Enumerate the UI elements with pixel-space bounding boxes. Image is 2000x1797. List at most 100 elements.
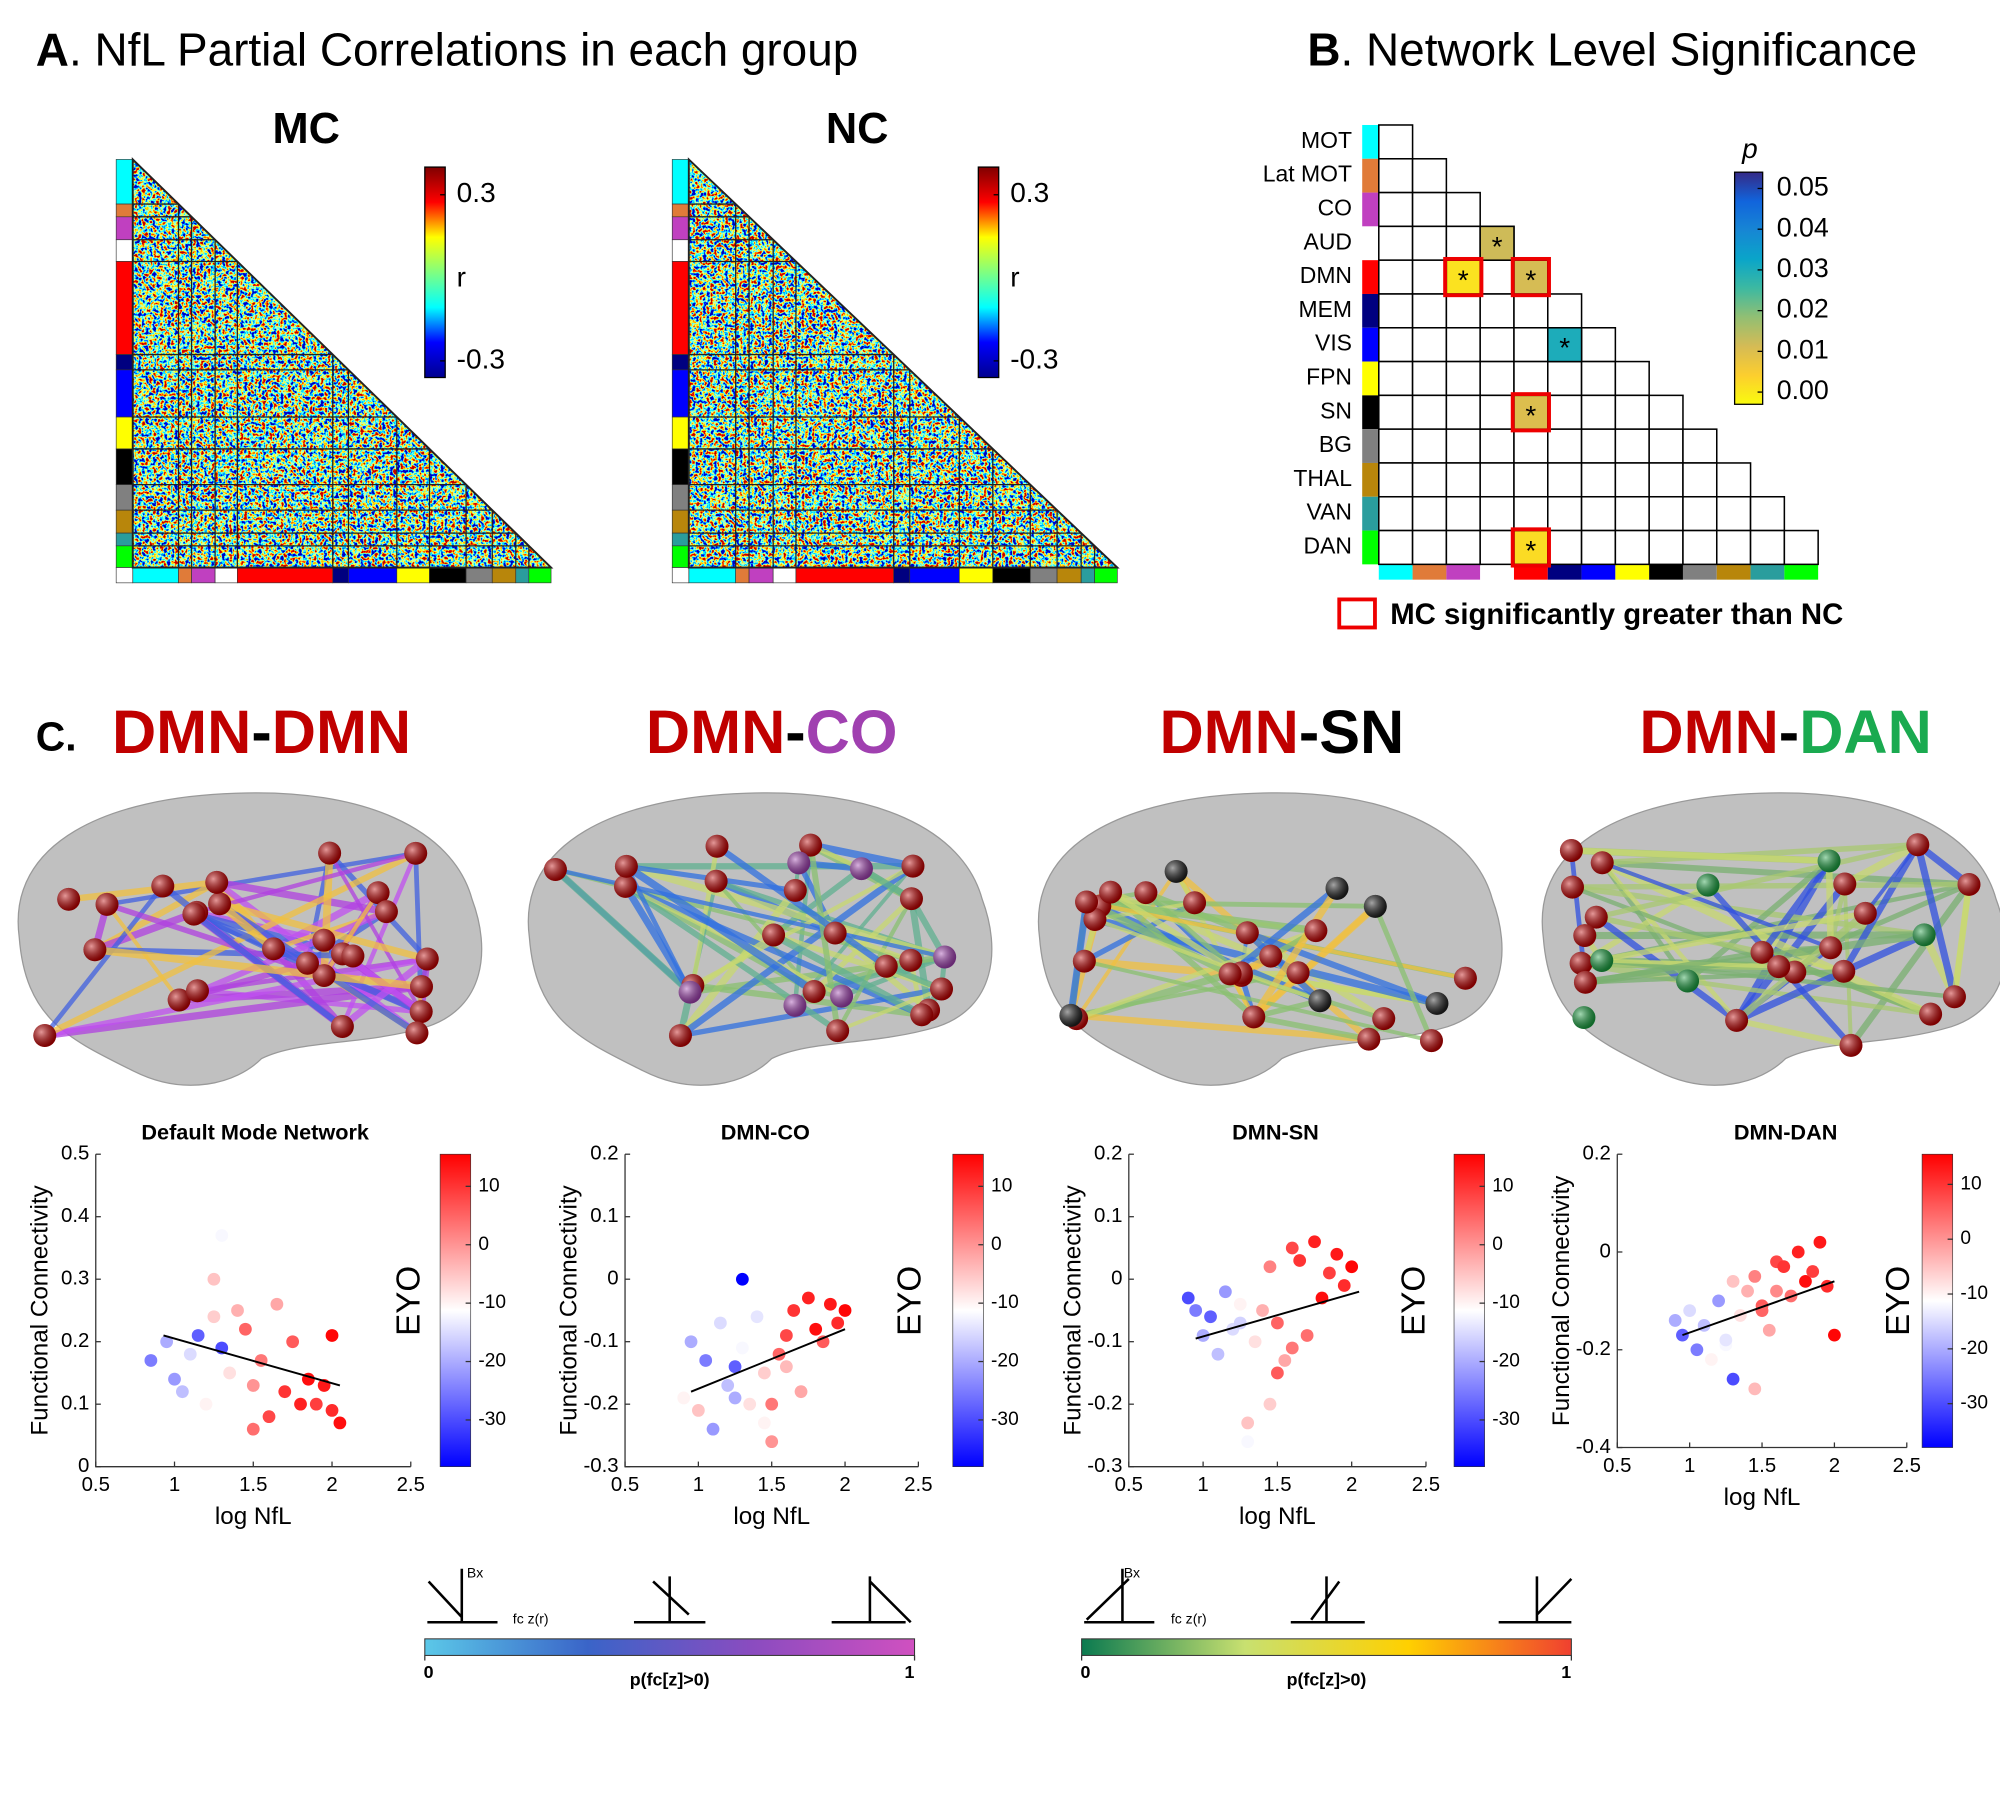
brain-edge <box>1601 958 1955 999</box>
plot-title: DMN-CO <box>721 1120 810 1145</box>
block-line <box>132 509 493 568</box>
colorbar-tick-label: -20 <box>478 1351 506 1372</box>
colorbar-tick-label: 0.3 <box>457 177 496 208</box>
matrix-cell <box>1445 495 1481 532</box>
matrix-cell <box>1479 394 1515 430</box>
colorbar-label: r <box>457 262 466 293</box>
brain-node-shade <box>1957 872 1981 896</box>
scatter-point <box>199 1397 213 1411</box>
brain-node-shade <box>1767 955 1791 979</box>
scatter-point <box>1770 1284 1783 1298</box>
brain-edge <box>553 866 693 995</box>
scatter-point <box>1777 1260 1791 1274</box>
scatter-point <box>325 1329 339 1342</box>
network-bar <box>795 567 895 584</box>
scatter-point <box>286 1335 300 1349</box>
y-tick-label: 0.5 <box>61 1143 89 1165</box>
network-swatch <box>1362 496 1379 531</box>
brain-node-shade <box>1559 839 1583 862</box>
scatter-point <box>757 1416 771 1430</box>
scatter-point <box>333 1416 347 1430</box>
colorbar-tick-label: 10 <box>1492 1175 1513 1196</box>
matrix-cell <box>1513 293 1549 329</box>
brain <box>527 792 993 1086</box>
network-label: MOT <box>1301 127 1352 153</box>
block-line <box>132 216 193 568</box>
brain-node-shade <box>1819 936 1843 960</box>
block-line <box>688 545 1096 568</box>
block-line <box>688 239 774 568</box>
network-swatch <box>1581 564 1616 580</box>
matrix-cell <box>1614 495 1650 532</box>
x-axis-label: log NfL <box>1239 1503 1316 1530</box>
plot-title: DMN-SN <box>1232 1120 1319 1145</box>
block-line <box>688 532 1082 568</box>
matrix-cell <box>1479 495 1515 532</box>
brain-node-shade <box>830 984 854 1008</box>
scatter-point <box>1799 1274 1812 1288</box>
scatter-point <box>1293 1254 1307 1267</box>
network-label: BG <box>1319 431 1352 457</box>
network-swatch <box>1716 564 1751 580</box>
colorbar-tick-label: -0.3 <box>1010 343 1058 374</box>
scatter-point <box>779 1329 793 1342</box>
scatter-point <box>1748 1270 1762 1283</box>
legend-tick-label: 0 <box>1080 1662 1090 1682</box>
scatter-point <box>801 1291 815 1305</box>
brain-node-shade <box>409 1000 433 1024</box>
brain-node-shade <box>614 854 638 878</box>
scatter-point <box>1323 1266 1336 1280</box>
network-bar <box>115 203 134 218</box>
brain-node-shade <box>1425 991 1449 1015</box>
mc-greater-box <box>1443 256 1484 298</box>
brain-node-shade <box>802 979 826 1003</box>
brain-node-shade <box>1853 901 1877 925</box>
network-swatch <box>1362 395 1379 430</box>
title-part: DAN <box>1799 698 1932 766</box>
network-label: Lat MOT <box>1263 161 1352 187</box>
brain-node-shade <box>930 977 953 1001</box>
brain-edge <box>106 901 325 979</box>
brain-node-shade <box>1218 962 1242 986</box>
significance-mark: * <box>1525 535 1536 566</box>
title-part: DMN <box>646 698 785 766</box>
block-line <box>688 216 750 568</box>
scatter-point <box>1828 1328 1841 1342</box>
brain-edge <box>625 862 946 961</box>
network-swatch <box>1362 361 1379 396</box>
x-tick-label: 1.5 <box>1748 1455 1776 1477</box>
scatter-point <box>838 1304 852 1317</box>
scatter-point <box>325 1404 339 1417</box>
colorbar-tick-label: -20 <box>991 1351 1019 1372</box>
scatter-point <box>1263 1260 1277 1274</box>
brain-node-shade <box>704 869 728 893</box>
significance-mark: * <box>1525 265 1536 296</box>
colorbar <box>1733 171 1764 405</box>
matrix-cell <box>1378 428 1414 464</box>
scatter-point <box>309 1397 323 1411</box>
colorbar-tick-label: -20 <box>1960 1338 1988 1359</box>
matrix-cell <box>1445 191 1481 228</box>
scatter-point <box>684 1335 698 1349</box>
scatter-point <box>262 1410 276 1424</box>
scatter-point <box>779 1360 793 1374</box>
block-line <box>132 239 216 568</box>
scatter-point <box>1668 1314 1682 1327</box>
x-tick-label: 0.5 <box>1115 1474 1143 1496</box>
x-tick-label: 1 <box>1684 1455 1695 1477</box>
brain-node-shade <box>1912 923 1936 947</box>
colorbar-tick-label: -10 <box>478 1292 506 1313</box>
scatter-point <box>1219 1285 1232 1299</box>
matrix-cell <box>1411 158 1448 194</box>
legend-box <box>1337 597 1377 630</box>
network-swatch <box>1446 564 1481 580</box>
legend-colorbar <box>424 1638 916 1656</box>
network-bar <box>115 369 134 418</box>
network-swatch <box>1362 327 1379 362</box>
scatter-point <box>728 1360 742 1374</box>
network-bar <box>1029 567 1058 584</box>
brain-edge <box>1372 905 1434 1042</box>
brain-edge <box>42 884 165 1037</box>
title-part: CO <box>806 698 898 766</box>
legend-tick-label: 1 <box>904 1662 914 1682</box>
